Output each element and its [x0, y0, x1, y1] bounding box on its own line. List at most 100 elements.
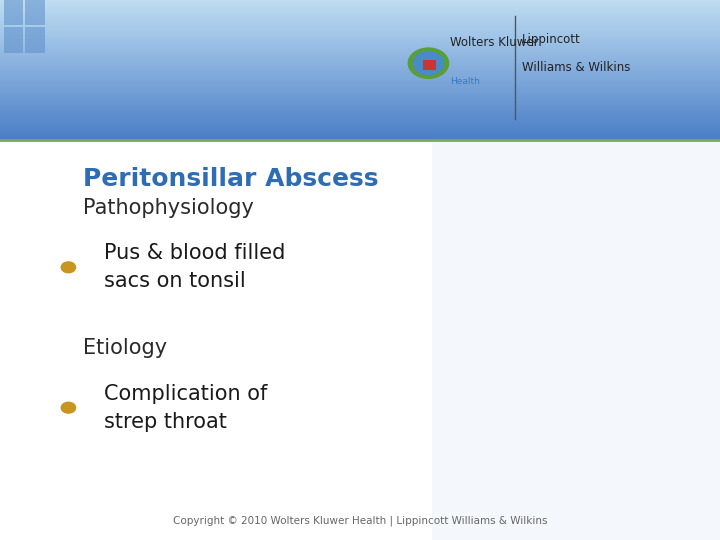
Bar [0, 133, 720, 135]
Bar [0, 139, 720, 140]
Text: Lippincott: Lippincott [522, 33, 581, 46]
Bar [0, 32, 720, 33]
Bar [0, 31, 720, 32]
Bar [0, 53, 720, 55]
Bar [0, 2, 720, 3]
Bar [0, 24, 720, 25]
Bar [0, 115, 720, 117]
Circle shape [413, 52, 444, 75]
Bar [0, 51, 720, 52]
Bar [0, 122, 720, 124]
Bar [0, 23, 720, 24]
Bar [0, 136, 720, 138]
Bar [0, 35, 720, 37]
Bar [0, 101, 720, 103]
Bar [0, 129, 720, 131]
Bar [0, 72, 720, 73]
Text: Pus & blood filled
sacs on tonsil: Pus & blood filled sacs on tonsil [104, 244, 286, 291]
Bar [4, 28, 23, 53]
Bar [0, 110, 720, 111]
Bar [432, 140, 720, 540]
Bar [0, 66, 720, 68]
Bar [4, 0, 23, 25]
Bar [0, 97, 720, 98]
Circle shape [61, 402, 76, 413]
Bar [0, 90, 720, 91]
Text: Copyright © 2010 Wolters Kluwer Health | Lippincott Williams & Wilkins: Copyright © 2010 Wolters Kluwer Health |… [173, 516, 547, 526]
Circle shape [408, 48, 449, 78]
Bar [0, 83, 720, 84]
Bar [0, 98, 720, 100]
Bar [0, 9, 720, 10]
Bar [0, 65, 720, 66]
Bar [0, 96, 720, 97]
Bar [0, 37, 720, 38]
Bar [25, 0, 45, 25]
Bar [0, 25, 720, 26]
Bar [423, 60, 436, 70]
Bar [0, 39, 720, 40]
Bar [0, 93, 720, 94]
Bar [0, 48, 720, 49]
Bar [0, 52, 720, 53]
Bar [0, 38, 720, 39]
Bar [0, 14, 720, 16]
Bar [0, 21, 720, 23]
Bar [0, 100, 720, 101]
Bar [0, 59, 720, 60]
Bar [0, 91, 720, 93]
Bar [0, 5, 720, 7]
Bar [0, 79, 720, 80]
Bar [0, 55, 720, 56]
Bar [0, 114, 720, 115]
Bar [0, 103, 720, 104]
Bar [0, 125, 720, 126]
Bar [0, 63, 720, 65]
Text: Etiology: Etiology [83, 338, 167, 359]
Bar [0, 45, 720, 46]
Bar [0, 86, 720, 87]
Text: Williams & Wilkins: Williams & Wilkins [522, 61, 631, 74]
Bar [0, 104, 720, 105]
Bar [0, 108, 720, 110]
Bar [0, 4, 720, 5]
Bar [0, 138, 720, 139]
Bar [0, 76, 720, 77]
Bar [0, 17, 720, 18]
Bar [0, 18, 720, 19]
Text: Complication of
strep throat: Complication of strep throat [104, 384, 268, 431]
Text: Wolters Kluwer: Wolters Kluwer [450, 36, 539, 49]
Bar [0, 112, 720, 114]
Bar [0, 80, 720, 82]
Bar [0, 73, 720, 75]
Bar [0, 87, 720, 89]
Bar [0, 77, 720, 79]
Bar [0, 3, 720, 4]
Bar [0, 42, 720, 44]
Bar [0, 131, 720, 132]
Bar [0, 105, 720, 107]
Bar [0, 70, 720, 72]
Bar [25, 28, 45, 53]
Bar [0, 135, 720, 136]
Bar [0, 69, 720, 70]
Bar [0, 62, 720, 63]
Bar [0, 49, 720, 51]
Bar [0, 16, 720, 17]
Bar [0, 46, 720, 48]
Bar [0, 124, 720, 125]
Bar [0, 44, 720, 45]
Bar [0, 132, 720, 133]
Bar [0, 28, 720, 30]
Bar [0, 40, 720, 42]
Text: Pathophysiology: Pathophysiology [83, 198, 253, 218]
Bar [0, 107, 720, 108]
Bar [0, 82, 720, 83]
Bar [0, 68, 720, 69]
Bar [0, 84, 720, 86]
Bar [0, 30, 720, 31]
Bar [0, 12, 720, 14]
Bar [0, 111, 720, 112]
Text: Health: Health [450, 77, 480, 86]
Bar [0, 56, 720, 58]
